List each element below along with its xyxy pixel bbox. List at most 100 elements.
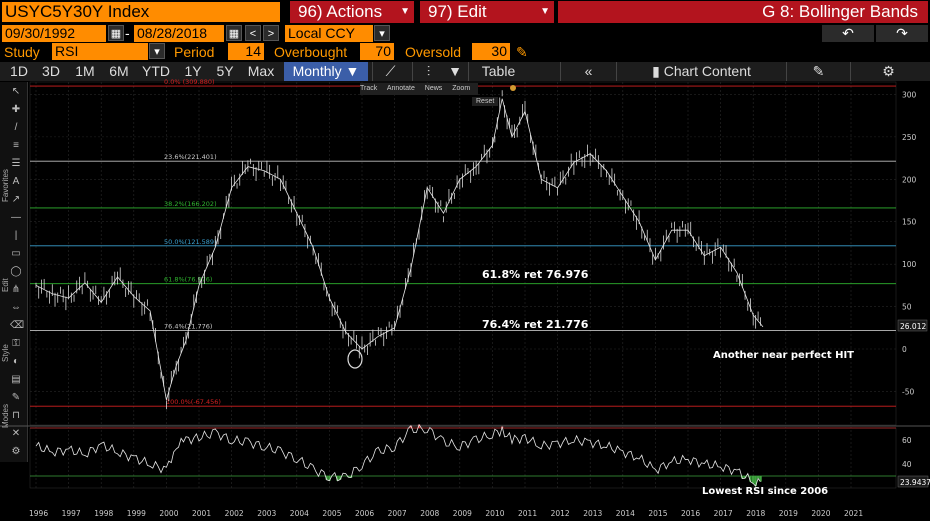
x-tick-label: 2002: [225, 509, 244, 518]
layer-icon[interactable]: ▤: [11, 374, 21, 385]
range-max[interactable]: Max: [247, 63, 275, 79]
calendar-icon[interactable]: ▦: [108, 25, 124, 41]
edit-menu[interactable]: 97) Edit ▼: [420, 1, 554, 23]
oversold-field[interactable]: 30: [472, 43, 510, 60]
x-tick-label: 2009: [453, 509, 472, 518]
overbought-field[interactable]: 70: [360, 43, 394, 60]
chart-content-label: Chart Content: [663, 63, 751, 79]
reset-button[interactable]: Reset: [472, 97, 499, 106]
x-tick-label: 2018: [746, 509, 765, 518]
range-ytd[interactable]: YTD: [142, 63, 170, 79]
x-tick-label: 2021: [844, 509, 863, 518]
period-field[interactable]: 14: [228, 43, 264, 60]
pitchfork-icon[interactable]: ⋔: [11, 284, 21, 295]
x-tick-label: 2008: [420, 509, 439, 518]
ticker-field[interactable]: USYC5Y30Y Index: [2, 2, 280, 22]
drawing-tools: ↖ ✚ / ≡ ☰ A ↗ — | ▭ ◯ ⋔ ⇔ ⌫ ⚿ ◐ ▤ ✎ ⊓ ✕ …: [0, 82, 28, 462]
annotation-618: 61.8% ret 76.976: [482, 268, 589, 281]
fib-label: 38.2%(166.202): [164, 200, 217, 208]
back-button[interactable]: ↶: [822, 25, 874, 42]
gear-icon[interactable]: ⚙: [11, 446, 21, 457]
x-tick-label: 1996: [29, 509, 48, 518]
caret-down-icon: ▼: [400, 6, 410, 17]
chevron-down-icon[interactable]: ▾: [149, 43, 165, 59]
lock-icon[interactable]: ⚿: [12, 338, 20, 349]
gear-icon[interactable]: ⚙: [850, 62, 926, 81]
bar-chart-icon: ▮: [652, 63, 660, 79]
calendar-icon[interactable]: ▦: [226, 25, 242, 41]
range-5y[interactable]: 5Y: [216, 63, 234, 79]
fib-label: 76.4%(21.776): [164, 323, 212, 331]
measure-icon[interactable]: ⇔: [11, 302, 21, 313]
line-chart-icon[interactable]: ⟋: [372, 62, 408, 81]
x-tick-label: 2017: [714, 509, 733, 518]
track-button[interactable]: Track: [360, 85, 378, 92]
channel-icon[interactable]: ≡: [13, 140, 19, 151]
start-date-field[interactable]: 09/30/1992: [2, 25, 106, 42]
chevron-down-icon[interactable]: ▾: [374, 25, 390, 41]
period-label: Period: [174, 44, 215, 60]
edit-chart-icon[interactable]: ✎: [786, 62, 850, 81]
annotate-button[interactable]: Annotate: [386, 85, 415, 92]
end-date-field[interactable]: 08/28/2018: [134, 25, 224, 42]
arrow-icon[interactable]: ↗: [11, 194, 21, 205]
actions-menu[interactable]: 96) Actions ▼: [290, 1, 414, 23]
prev-arrow-icon[interactable]: <: [245, 25, 261, 41]
edit-label: 97) Edit: [428, 2, 487, 21]
chart-content-button[interactable]: ▮ Chart Content: [616, 62, 786, 81]
annotation-764: 76.4% ret 21.776: [482, 318, 589, 331]
magnet-icon[interactable]: ⊓: [12, 410, 20, 421]
trendline-icon[interactable]: /: [14, 122, 18, 133]
x-tick-label: 2010: [485, 509, 504, 518]
candle-chart-icon[interactable]: ⫶: [412, 62, 444, 81]
chart-toolbar: 1D 3D 1M 6M YTD 1Y 5Y Max Monthly ▼ ⟋ ⫶ …: [0, 62, 930, 81]
study-bar: Study RSI ▾ Period 14 Overbought 70 Over…: [0, 43, 930, 61]
crosshair-icon[interactable]: ✚: [11, 104, 21, 115]
fib-icon[interactable]: ☰: [11, 158, 21, 169]
y-tick-label: 100: [902, 260, 917, 269]
x-tick-label: 2013: [583, 509, 602, 518]
last-rsi-badge-bg: [897, 475, 929, 488]
study-field[interactable]: RSI: [52, 43, 148, 60]
date-dash: -: [125, 25, 130, 41]
currency-field[interactable]: Local CCY: [285, 25, 373, 42]
chart-template-title[interactable]: G 8: Bollinger Bands: [558, 1, 928, 23]
collapse-icon[interactable]: «: [560, 62, 616, 81]
zoom-button[interactable]: Zoom: [452, 85, 471, 92]
x-tick-label: 2014: [616, 509, 635, 518]
palette-icon[interactable]: ◐: [12, 356, 20, 367]
vline-icon[interactable]: |: [14, 230, 18, 241]
range-1y[interactable]: 1Y: [184, 63, 202, 79]
rsi-tick-label: 60: [902, 436, 912, 445]
eraser-icon[interactable]: ⌫: [10, 320, 25, 331]
range-1m[interactable]: 1M: [75, 63, 95, 79]
last-rsi-badge: 23.9437: [900, 478, 930, 487]
range-1d[interactable]: 1D: [10, 63, 28, 79]
axes: 1996 1997 1998 1999 2000 2001 2002 2003 2004 2005…: [29, 90, 917, 518]
forward-button[interactable]: ↷: [876, 25, 928, 42]
frequency-dropdown[interactable]: Monthly ▼: [284, 62, 368, 81]
pen-icon[interactable]: ✎: [11, 392, 21, 403]
x-tick-label: 2020: [811, 509, 830, 518]
rect-icon[interactable]: ▭: [11, 248, 21, 259]
range-3d[interactable]: 3D: [42, 63, 60, 79]
table-button[interactable]: Table: [468, 62, 528, 81]
delete-icon[interactable]: ✕: [11, 428, 21, 439]
text-icon[interactable]: A: [12, 176, 20, 187]
grid: [0, 81, 930, 489]
x-tick-label: 2000: [159, 509, 178, 518]
hline-icon[interactable]: —: [11, 212, 21, 223]
ellipse-icon[interactable]: ◯: [10, 266, 22, 277]
range-6m[interactable]: 6M: [109, 63, 129, 79]
caret-down-icon[interactable]: ▼: [448, 63, 462, 79]
news-button[interactable]: News: [424, 85, 443, 92]
caret-down-icon: ▼: [345, 63, 360, 79]
x-tick-label: 1999: [127, 509, 146, 518]
fib-label: 23.6%(221.401): [164, 153, 217, 161]
fib-label: 0.0% (309.880): [164, 78, 215, 86]
cursor-icon[interactable]: ↖: [11, 86, 21, 97]
pencil-icon[interactable]: ✎: [516, 44, 528, 60]
x-tick-label: 2001: [192, 509, 211, 518]
next-arrow-icon[interactable]: >: [263, 25, 279, 41]
